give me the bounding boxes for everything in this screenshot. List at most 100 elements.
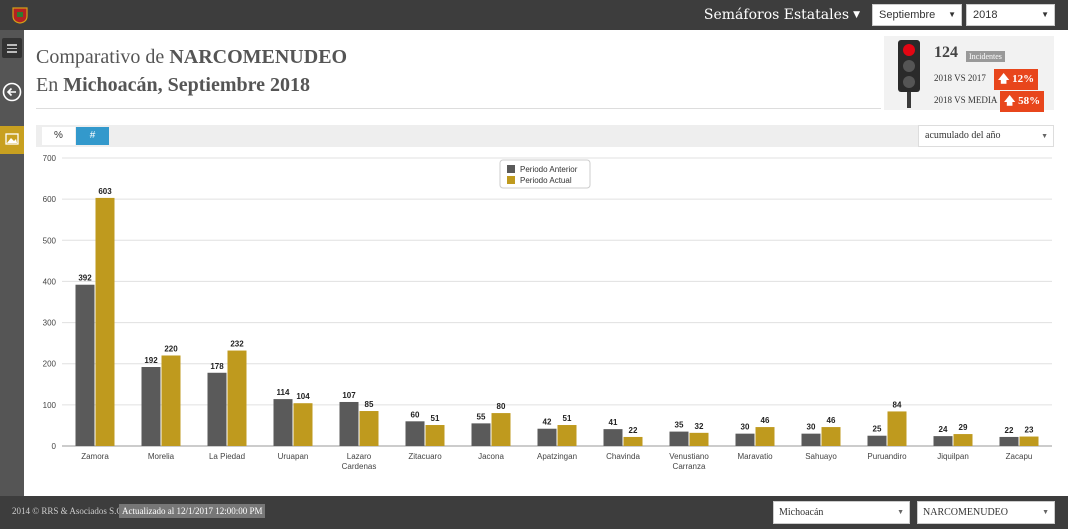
month-select[interactable]: Septiembre ▼ [872, 4, 962, 26]
vs-prev-value: 12% [1012, 73, 1035, 85]
bar-value-label: 42 [543, 418, 552, 427]
semaforos-menu-label: Semáforos Estatales [703, 7, 850, 23]
bar [953, 434, 973, 446]
bar [537, 428, 557, 446]
bar [603, 429, 623, 446]
arrow-up-icon: 🡅 [998, 73, 1013, 85]
back-arrow-icon[interactable] [2, 82, 22, 102]
footer-bar: 2014 © RRS & Asociados S.C. Actualizado … [0, 496, 1068, 529]
bar [405, 421, 425, 446]
bar-value-label: 114 [277, 388, 290, 397]
x-tick-label: Maravatio [737, 452, 773, 461]
semaforos-menu[interactable]: Semáforos Estatales ▼ [700, 0, 860, 30]
title-line-2: En Michoacán, Septiembre 2018 [36, 71, 347, 99]
bar-value-label: 104 [296, 392, 310, 401]
x-tick-label: Carranza [673, 462, 706, 471]
bar [867, 435, 887, 446]
bar-value-label: 60 [411, 410, 420, 419]
bar [141, 367, 161, 446]
bar-value-label: 392 [78, 274, 92, 283]
bar-value-label: 220 [164, 344, 178, 353]
year-select[interactable]: 2018 ▼ [966, 4, 1055, 26]
traffic-light-yellow-lamp [903, 60, 915, 72]
count-toggle-button[interactable]: # [76, 127, 109, 145]
bar-value-label: 85 [365, 400, 374, 409]
bar [339, 401, 359, 446]
bar-value-label: 22 [629, 426, 638, 435]
caret-down-icon: ▼ [853, 10, 860, 20]
y-tick-label: 200 [43, 360, 57, 369]
incident-count: 124 [934, 44, 958, 61]
traffic-light-red-lamp [903, 44, 915, 56]
bar [425, 425, 445, 446]
crime-select[interactable]: NARCOMENUDEO ▼ [917, 501, 1055, 524]
title-subject: NARCOMENUDEO [169, 46, 348, 68]
y-tick-label: 100 [43, 401, 57, 410]
bar [1019, 436, 1039, 446]
state-select-value: Michoacán [779, 507, 824, 518]
x-tick-label: Lazaro [347, 452, 372, 461]
bar [471, 423, 491, 446]
x-tick-label: Zitacuaro [408, 452, 442, 461]
vs-prev-badge: 🡅 12% [994, 69, 1039, 90]
chevron-down-icon: ▼ [897, 508, 904, 516]
bar [557, 425, 577, 446]
updated-badge: Actualizado al 12/1/2017 12:00:00 PM [119, 504, 266, 518]
bar-value-label: 192 [144, 356, 158, 365]
subtitle-prefix: En [36, 74, 64, 96]
bar [273, 399, 293, 446]
chevron-down-icon: ▼ [948, 10, 956, 19]
bar-value-label: 55 [477, 412, 486, 421]
state-select[interactable]: Michoacán ▼ [773, 501, 910, 524]
x-tick-label: Jiquilpan [937, 452, 969, 461]
header-divider [36, 108, 881, 109]
bar-value-label: 178 [210, 362, 224, 371]
bar-value-label: 51 [563, 414, 572, 423]
vs-avg-badge: 🡅 58% [1000, 91, 1045, 112]
percent-toggle-button[interactable]: % [42, 127, 75, 145]
bar-value-label: 80 [497, 402, 506, 411]
y-tick-label: 400 [43, 277, 57, 286]
bar [887, 411, 907, 446]
bar-value-label: 46 [761, 416, 770, 425]
legend-swatch [507, 176, 515, 184]
bar-value-label: 32 [695, 422, 704, 431]
x-tick-label: Zamora [81, 452, 109, 461]
vs-avg-label: 2018 VS MEDIA [934, 95, 998, 105]
subtitle-place: Michoacán, Septiembre 2018 [63, 74, 311, 96]
state-shield-icon [12, 7, 28, 24]
legend-label: Periodo Actual [520, 176, 572, 185]
image-gallery-icon[interactable] [0, 126, 24, 154]
bar [623, 436, 643, 446]
bar-value-label: 24 [939, 425, 948, 434]
x-tick-label: La Piedad [209, 452, 245, 461]
bar-value-label: 84 [893, 400, 902, 409]
x-tick-label: Apatzingan [537, 452, 577, 461]
bar-value-label: 603 [98, 187, 112, 196]
range-select-value: acumulado del año [925, 130, 1001, 141]
arrow-up-icon: 🡅 [1004, 95, 1019, 107]
bar [227, 350, 247, 446]
bar [669, 431, 689, 446]
bar [735, 433, 755, 446]
bar [359, 411, 379, 446]
bar [689, 432, 709, 446]
x-tick-label: Zacapu [1006, 452, 1033, 461]
y-tick-label: 0 [52, 442, 57, 451]
bar [821, 427, 841, 446]
range-select[interactable]: acumulado del año ▼ [918, 125, 1054, 147]
hamburger-menu-icon[interactable] [2, 38, 22, 58]
bar [75, 284, 95, 446]
bar-value-label: 23 [1025, 426, 1034, 435]
x-tick-label: Sahuayo [805, 452, 837, 461]
legend-swatch [507, 165, 515, 173]
bar-value-label: 22 [1005, 426, 1014, 435]
x-tick-label: Venustiano [669, 452, 709, 461]
y-tick-label: 600 [43, 195, 57, 204]
bar-value-label: 29 [959, 423, 968, 432]
traffic-light-pole [907, 92, 911, 108]
vs-avg-value: 58% [1018, 95, 1041, 107]
copyright-text: 2014 © RRS & Asociados S.C. [12, 506, 125, 516]
bar-value-label: 232 [230, 340, 244, 349]
